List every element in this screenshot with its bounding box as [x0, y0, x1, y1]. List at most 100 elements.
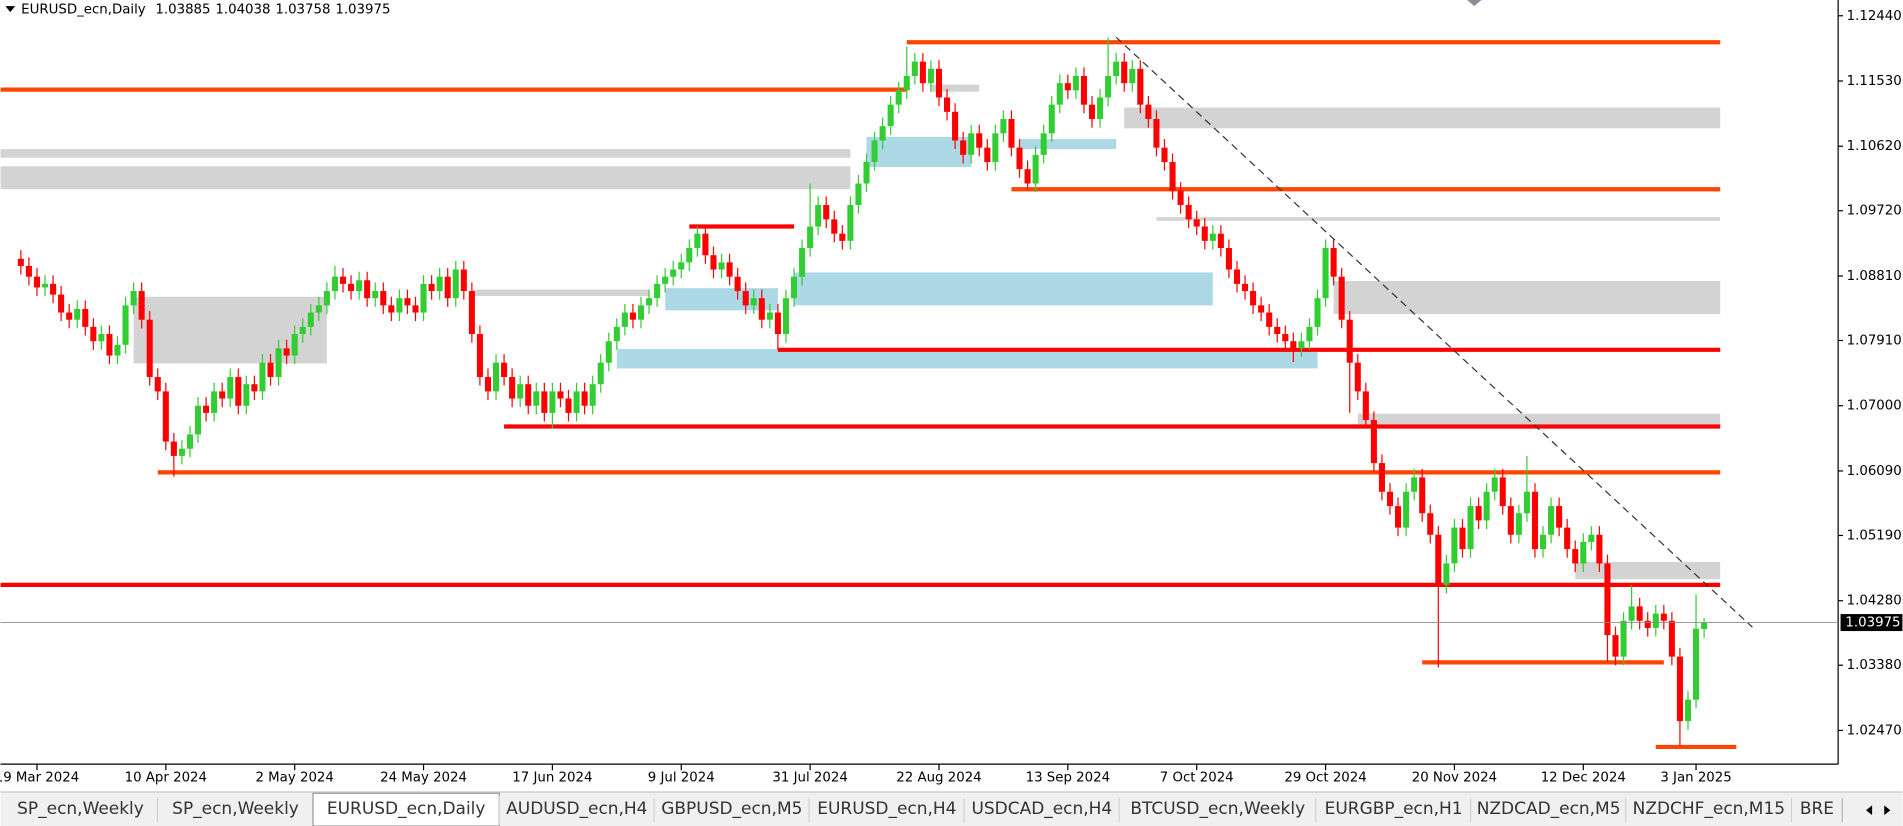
tab[interactable]: AUDUSD_ecn,H4 [499, 795, 655, 825]
candle-body [895, 90, 902, 105]
y-tick-label: 1.06090 [1847, 464, 1902, 479]
candle-body [1354, 362, 1361, 392]
x-tick-label: 19 Mar 2024 [0, 770, 79, 785]
tab-background [1119, 795, 1317, 825]
tab-label[interactable]: AUDUSD_ecn,H4 [506, 799, 647, 819]
candle-body [275, 348, 282, 378]
candle-body [887, 104, 894, 127]
candle-body [605, 341, 612, 363]
tab[interactable]: BRE [1791, 795, 1843, 825]
tab[interactable]: USDCAD_ecn,H4 [964, 795, 1120, 825]
tabs: SP_ecn,Weekly SP_ecn,Weekly EURUSD_ecn,Dai… [2, 792, 1843, 826]
candle-body [41, 283, 49, 288]
candle-body [1064, 83, 1071, 91]
price-label: 1.03975 [1845, 616, 1900, 631]
candle-body [380, 291, 387, 306]
candle-body [1201, 226, 1208, 241]
tab[interactable]: EURUSD_ecn,Daily [312, 792, 500, 826]
tab-label[interactable]: SP_ecn,Weekly [17, 799, 144, 819]
candle-body [646, 298, 653, 306]
tab-label[interactable]: NZDCAD_ecn,M5 [1477, 799, 1621, 819]
tab-label[interactable]: USDCAD_ecn,H4 [971, 799, 1112, 819]
tab-label[interactable]: BTCUSD_ecn,Weekly [1130, 799, 1305, 819]
candle-body [517, 384, 524, 399]
candle-body [404, 298, 411, 306]
candle-body [1338, 276, 1345, 320]
candle-body [420, 283, 427, 313]
candle-body [565, 398, 572, 413]
tab-label[interactable]: GBPUSD_ecn,M5 [661, 799, 802, 819]
candle-body [299, 326, 306, 335]
candle-body [1185, 205, 1192, 220]
tab[interactable]: GBPUSD_ecn,M5 [654, 795, 810, 825]
candle-body [1016, 147, 1023, 170]
candle-body [1539, 534, 1547, 550]
low: 1.03758 [275, 3, 330, 18]
menu-arrow[interactable] [5, 6, 16, 13]
tab-right[interactable] [1884, 805, 1891, 816]
candle-body [195, 405, 202, 435]
tab-label[interactable]: EURGBP_ecn,H1 [1325, 799, 1463, 819]
candle-body [1668, 620, 1675, 657]
candle-body [1137, 68, 1144, 105]
tab-label[interactable]: BRE [1800, 799, 1834, 819]
zone [616, 349, 1318, 369]
candle-body [1612, 635, 1619, 657]
candle-body [710, 255, 717, 270]
candle-body [468, 291, 475, 335]
candle-body [1411, 477, 1418, 492]
candle-body [1121, 61, 1128, 84]
tab[interactable]: SP_ecn,Weekly [2, 795, 159, 825]
candle-body [742, 291, 749, 306]
candle-body [484, 377, 492, 392]
candle-body [348, 283, 355, 292]
candle-body [1676, 656, 1683, 722]
candle-body [1427, 513, 1434, 535]
candle-body [1169, 162, 1176, 191]
zone [133, 296, 327, 364]
tab[interactable]: EURGBP_ecn,H1 [1316, 795, 1472, 825]
zone [0, 149, 851, 158]
x-tick-label: 12 Dec 2024 [1541, 770, 1626, 785]
candle-body [428, 283, 435, 292]
tab-left[interactable] [1866, 805, 1873, 816]
candle-body [1395, 506, 1402, 528]
candle-body [1306, 326, 1313, 342]
tab[interactable]: EURUSD_ecn,H4 [809, 795, 965, 825]
candle-body [944, 97, 951, 112]
candle-body [613, 326, 620, 342]
candle-body [1113, 61, 1120, 76]
tab[interactable]: SP_ecn,Weekly [158, 795, 314, 825]
x-tick-label: 9 Jul 2024 [648, 770, 715, 785]
candle-body [1660, 613, 1667, 621]
candle-body [364, 280, 371, 299]
candle-body [291, 334, 298, 356]
y-tick-label: 1.05190 [1847, 528, 1902, 543]
candle-body [629, 312, 636, 320]
price-label-box [1840, 614, 1903, 632]
candle-body [573, 391, 580, 413]
tab[interactable]: BTCUSD_ecn,Weekly [1119, 795, 1317, 825]
tab[interactable]: NZDCAD_ecn,M5 [1471, 795, 1627, 825]
tab-background [654, 795, 810, 825]
candle-body [968, 133, 975, 155]
tab-background [1316, 795, 1472, 825]
zone [1124, 107, 1721, 129]
candle-body [694, 233, 701, 249]
candle-body [992, 133, 999, 163]
candle-body [492, 362, 500, 392]
tab-label[interactable]: NZDCHF_ecn,M15 [1633, 799, 1785, 819]
tab-label[interactable]: EURUSD_ecn,H4 [817, 799, 956, 819]
candle-body [1233, 269, 1241, 284]
candle-body [1548, 506, 1555, 535]
tab[interactable]: NZDCHF_ecn,M15 [1626, 795, 1793, 825]
tab-label[interactable]: EURUSD_ecn,Daily [327, 799, 486, 819]
candle-body [1088, 104, 1096, 119]
tab-label[interactable]: SP_ecn,Weekly [172, 799, 299, 819]
candle-body [1378, 463, 1385, 492]
candle-body [879, 126, 886, 141]
candle-body [1056, 83, 1063, 105]
candle-body [243, 384, 250, 406]
candle-body [1596, 534, 1603, 564]
